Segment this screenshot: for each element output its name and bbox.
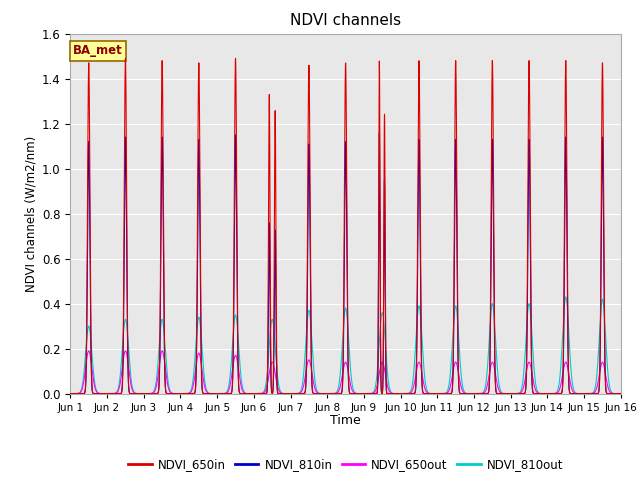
- Y-axis label: NDVI channels (W/m2/nm): NDVI channels (W/m2/nm): [25, 135, 38, 292]
- Text: BA_met: BA_met: [73, 44, 123, 58]
- Title: NDVI channels: NDVI channels: [290, 13, 401, 28]
- Legend: NDVI_650in, NDVI_810in, NDVI_650out, NDVI_810out: NDVI_650in, NDVI_810in, NDVI_650out, NDV…: [123, 454, 568, 476]
- X-axis label: Time: Time: [330, 414, 361, 427]
